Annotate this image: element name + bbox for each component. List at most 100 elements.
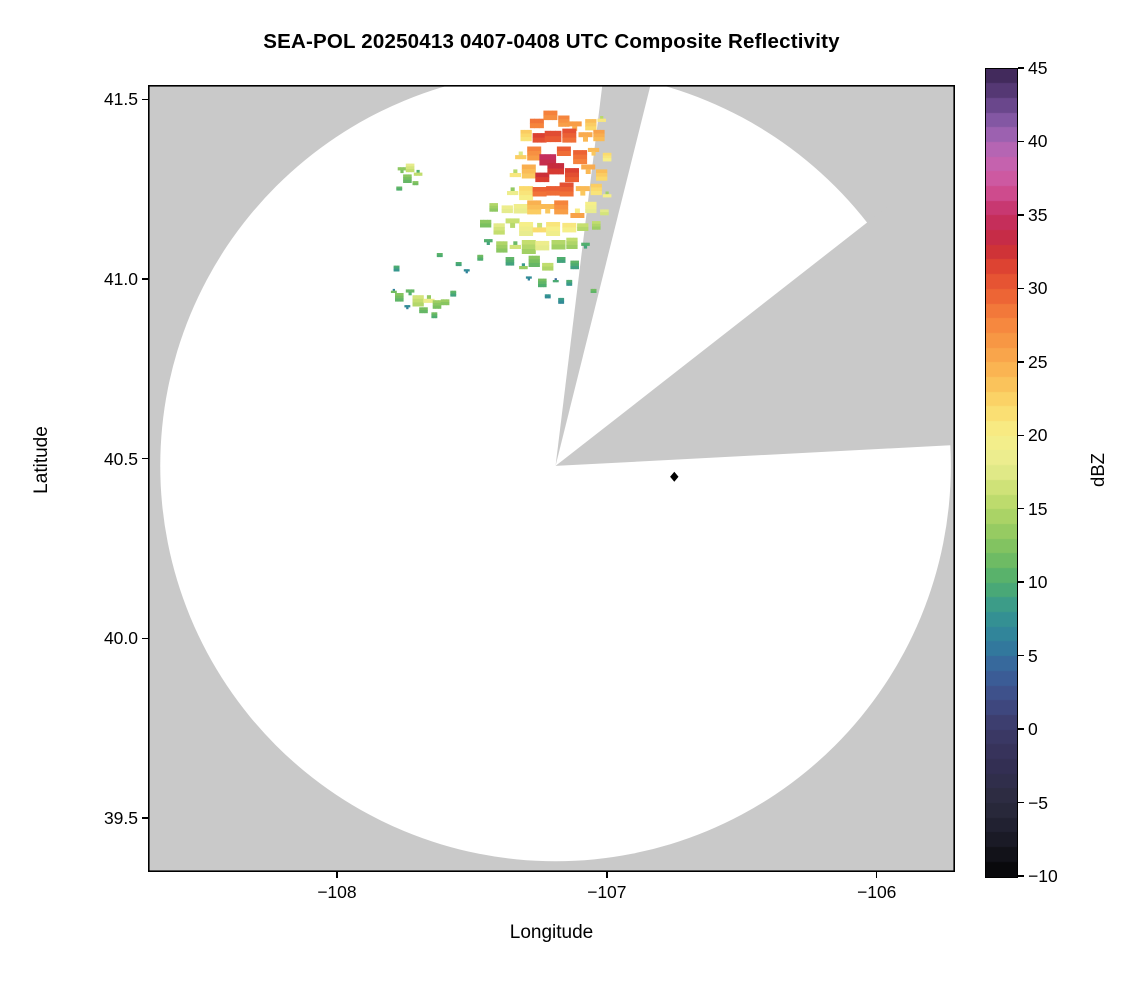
echo-cell [551, 240, 557, 245]
echo-cell [521, 244, 527, 250]
echo-cell [494, 205, 498, 209]
echo-cell [573, 263, 577, 267]
echo-cell [588, 209, 593, 214]
echo-cell [566, 133, 572, 139]
echo-cell [492, 205, 496, 209]
y-tick-label: 41.0 [103, 269, 138, 290]
echo-cell [493, 230, 498, 235]
echo-cell [432, 300, 436, 304]
colorbar-tick-mark [1018, 287, 1024, 290]
echo-cell [414, 182, 417, 186]
echo-cell [397, 267, 400, 270]
echo-cell [537, 187, 543, 192]
echo-cell [494, 203, 498, 207]
echo-cell [486, 239, 490, 243]
echo-cell [605, 212, 609, 216]
echo-cell [527, 204, 533, 210]
echo-cell [556, 259, 561, 263]
echo-cell [510, 222, 516, 228]
echo-cell [538, 278, 542, 282]
echo-cell [440, 302, 444, 306]
echo-cell [477, 256, 480, 259]
echo-cell [408, 169, 412, 173]
echo-cell [597, 118, 601, 122]
y-axis-label: Latitude [31, 426, 52, 494]
echo-cell [555, 130, 562, 137]
echo-cell [393, 267, 396, 270]
echo-cell [602, 209, 606, 213]
echo-cell [587, 147, 592, 152]
echo-cell [426, 295, 431, 300]
echo-cell [565, 146, 571, 152]
echo-cell [395, 298, 399, 302]
echo-cell [463, 269, 467, 272]
echo-cell [588, 205, 593, 210]
echo-cell [526, 164, 532, 170]
echo-cell [566, 241, 571, 246]
echo-cell [555, 222, 561, 227]
echo-cell [531, 209, 537, 215]
echo-cell [554, 278, 557, 281]
echo-cell [566, 227, 572, 233]
echo-cell [443, 302, 447, 306]
echo-cell [592, 223, 596, 227]
echo-cell [571, 137, 577, 143]
echo-cell [527, 146, 533, 152]
colorbar-tick-mark [1018, 140, 1024, 143]
echo-cell [575, 263, 579, 267]
echo-cell [397, 269, 400, 272]
blocked-sector-wedge [555, 182, 955, 466]
echo-cell [416, 181, 419, 184]
echo-cell [577, 226, 582, 231]
echo-cell [497, 223, 502, 228]
echo-cell [544, 136, 551, 143]
echo-cell [541, 227, 547, 233]
echo-cell [566, 237, 571, 242]
echo-cell [513, 204, 519, 209]
echo-cell [587, 132, 593, 138]
echo-cell [555, 226, 561, 232]
echo-cell [505, 209, 510, 214]
echo-cell [594, 187, 599, 192]
echo-cell [593, 137, 598, 142]
echo-cell [453, 292, 457, 295]
echo-cell [432, 302, 436, 307]
echo-cell [592, 205, 597, 210]
echo-cell [559, 257, 563, 261]
echo-cell [608, 155, 612, 159]
echo-cell [536, 209, 542, 215]
echo-cell [546, 190, 552, 196]
colorbar-tick-mark [1018, 434, 1024, 436]
echo-cell [546, 222, 552, 227]
colorbar-tick-mark [1018, 67, 1024, 69]
echo-cell [544, 294, 548, 297]
echo-cell [552, 280, 556, 283]
echo-cell [527, 209, 533, 215]
echo-cell [528, 231, 534, 236]
echo-cell [555, 190, 561, 196]
echo-cell [529, 276, 532, 279]
echo-cell [585, 126, 590, 131]
echo-cell [554, 280, 557, 283]
echo-cell [558, 119, 563, 124]
echo-cell [480, 223, 485, 228]
x-axis-label: Longitude [509, 922, 594, 943]
echo-cell [405, 179, 409, 183]
echo-cell [509, 173, 514, 178]
echo-cell [603, 176, 608, 181]
echo-cell [575, 186, 581, 192]
echo-cell [414, 181, 417, 184]
echo-cell [532, 227, 538, 233]
echo-cell [552, 110, 558, 116]
echo-cell [568, 283, 571, 286]
echo-cell [477, 258, 480, 261]
echo-cell [577, 154, 583, 160]
echo-cell [549, 204, 555, 209]
echo-cell [492, 203, 496, 207]
echo-cell [599, 173, 604, 178]
echo-cell [550, 231, 556, 236]
echo-cell [559, 191, 565, 197]
echo-cell [438, 254, 441, 258]
echo-cell [399, 186, 403, 189]
echo-cell [573, 150, 579, 156]
